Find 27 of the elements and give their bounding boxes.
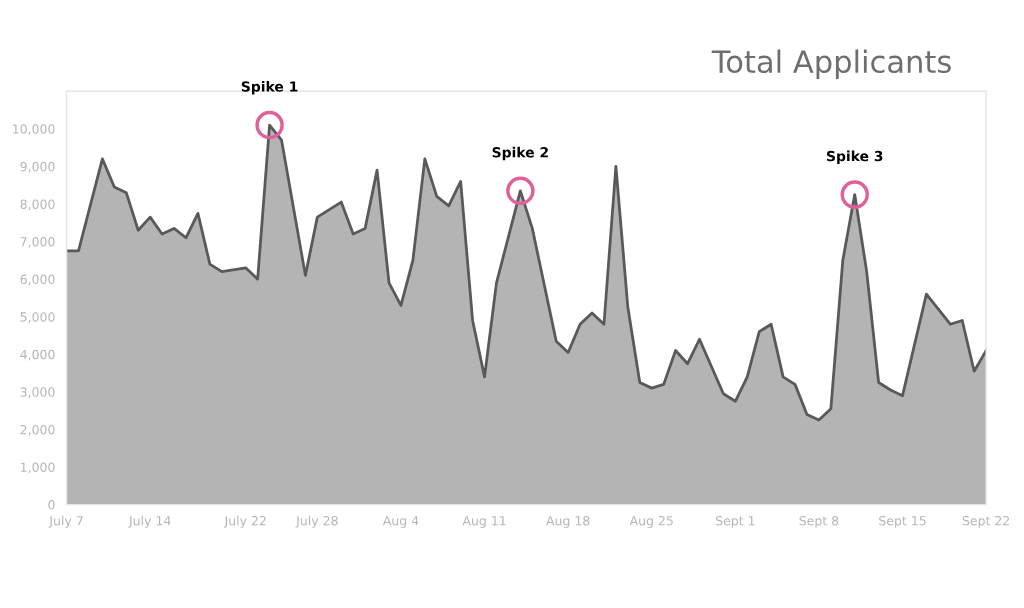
x-tick-label: Aug 11 — [462, 516, 506, 528]
x-tick-label: Sept 22 — [962, 515, 1010, 528]
annotation: Spike 2 — [492, 146, 548, 161]
y-tick-label: 4,000 — [20, 349, 55, 361]
x-tick-label: Sept 8 — [799, 515, 839, 528]
x-tick-label: Sept 1 — [715, 515, 755, 528]
x-tick-label: July 14 — [128, 515, 171, 528]
x-tick-label: Aug 25 — [629, 515, 673, 528]
x-tick-label: Sept 15 — [879, 515, 926, 528]
x-tick-label: Aug 4 — [382, 516, 419, 528]
y-tick-label: 3,000 — [20, 387, 55, 399]
x-tick-label: July 7 — [48, 515, 83, 528]
chart-title: Total Applicants — [711, 49, 951, 80]
x-tick-label: July 28 — [295, 515, 338, 528]
y-tick-label: 8,000 — [20, 199, 55, 211]
y-tick-label: 0 — [48, 500, 55, 510]
y-tick-label: 7,000 — [20, 237, 55, 248]
y-tick-label: 5,000 — [20, 312, 55, 323]
y-tick-label: 10,000 — [13, 124, 55, 135]
y-tick-label: 6,000 — [20, 274, 55, 286]
annotation: Spike 1 — [241, 81, 298, 95]
y-tick-label: 9,000 — [20, 161, 55, 173]
annotation: Spike 3 — [827, 150, 883, 164]
x-tick-label: July 22 — [223, 515, 266, 528]
y-tick-label: 2,000 — [20, 424, 55, 436]
x-tick-label: Aug 18 — [546, 515, 590, 528]
y-tick-label: 1,000 — [21, 462, 55, 474]
